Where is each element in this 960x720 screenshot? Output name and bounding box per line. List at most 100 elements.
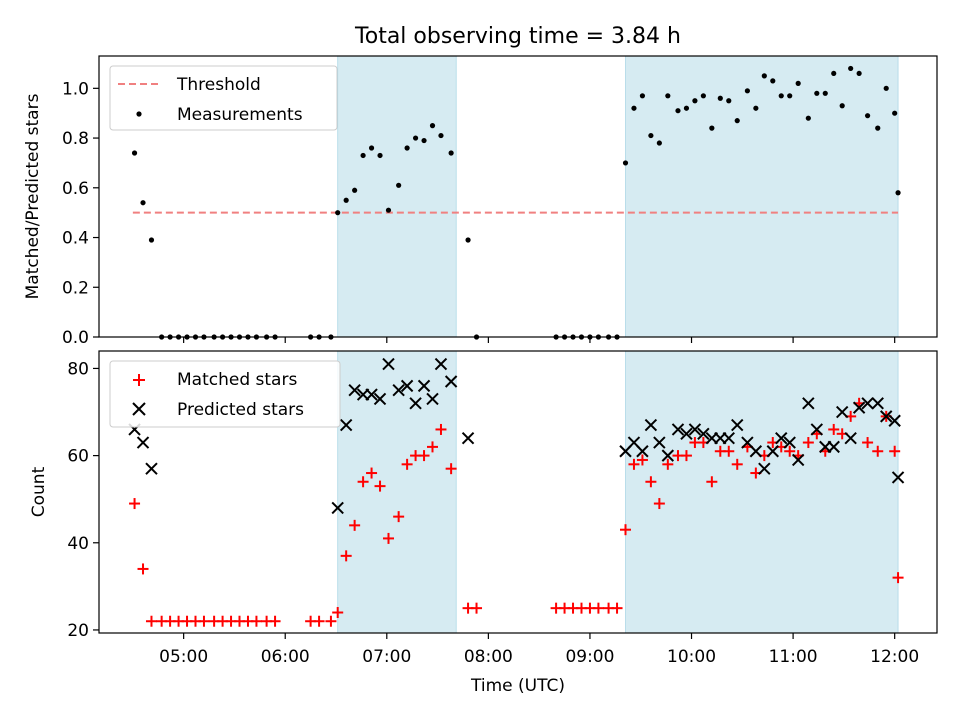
measurement-point — [883, 85, 889, 91]
measurement-point — [805, 115, 811, 121]
matched-stars-point — [401, 458, 413, 470]
measurement-point — [429, 123, 436, 129]
measurement-point — [352, 187, 358, 193]
matched-stars-point — [628, 458, 640, 470]
predicted-stars-point — [400, 379, 414, 393]
predicted-stars-point — [409, 397, 422, 410]
measurement-point — [839, 103, 845, 109]
bottom-legend-box — [109, 360, 341, 428]
matched-stars-point — [662, 458, 674, 470]
measurement-point — [131, 150, 138, 156]
legend-threshold-label: Threshold — [176, 75, 261, 95]
predicted-stars-point — [653, 436, 666, 449]
matched-stars-point — [332, 607, 344, 619]
y-tick-label: 20 — [67, 621, 89, 641]
matched-stars-point — [802, 437, 814, 449]
shaded-interval — [337, 55, 457, 338]
predicted-stars-point — [461, 431, 475, 445]
measurement-point — [675, 108, 681, 114]
measurement-point — [438, 132, 444, 139]
measurement-point — [700, 93, 706, 99]
measurement-point — [622, 160, 629, 166]
measurement-point — [726, 98, 732, 104]
predicted-stars-point — [731, 418, 744, 432]
measurement-point — [631, 105, 637, 111]
predicted-stars-point — [697, 427, 710, 441]
x-tick-label: 05:00 — [159, 647, 208, 667]
bottom-y-axis-label: Count — [29, 466, 49, 517]
measurement-point — [895, 190, 901, 196]
predicted-stars-point — [810, 423, 824, 436]
predicted-stars-point — [791, 453, 805, 467]
predicted-stars-point — [891, 471, 905, 484]
predicted-stars-point — [852, 401, 866, 414]
shaded-interval — [625, 55, 899, 338]
matched-stars-point — [645, 476, 657, 488]
predicted-stars-point — [145, 462, 158, 475]
predicted-stars-point — [766, 445, 779, 458]
predicted-stars-point — [758, 462, 771, 475]
matched-stars-point — [340, 550, 352, 562]
measurement-point — [360, 152, 366, 159]
top-plot-frame — [98, 55, 938, 338]
measurement-point — [864, 113, 871, 119]
measurement-point — [656, 140, 662, 146]
top-legend: Threshold Measurements — [109, 65, 338, 131]
measurement-point — [412, 135, 419, 141]
matched-stars-point — [592, 602, 604, 614]
top-axis: 0.0 0.2 0.4 0.6 0.8 1.0 — [62, 79, 896, 348]
measurement-point — [343, 197, 349, 203]
top-marks — [131, 65, 901, 340]
matched-stars-point — [435, 423, 447, 435]
matched-stars-point — [198, 615, 210, 627]
measurement-point — [848, 65, 854, 72]
y-tick-label: 0.0 — [62, 328, 89, 348]
predicted-stars-point — [417, 379, 431, 393]
predicted-stars-point — [844, 431, 857, 445]
matched-stars-point — [393, 511, 405, 523]
measurement-point — [795, 80, 801, 86]
predicted-stars-point — [331, 501, 344, 515]
predicted-stars-point — [373, 392, 387, 406]
measurement-point — [335, 210, 341, 216]
matched-stars-point — [325, 615, 337, 627]
matched-stars-point — [636, 454, 648, 466]
measurement-point — [753, 105, 759, 111]
measurement-point — [683, 105, 690, 111]
matched-stars-point — [680, 450, 692, 462]
measurement-point — [148, 237, 155, 243]
bottom-axis: 20 40 60 80 05:00 06:00 07:00 08:00 09:00 10:00 11… — [67, 359, 919, 667]
predicted-stars-point — [783, 436, 796, 449]
measurement-point — [761, 73, 767, 79]
measurement-point — [465, 237, 471, 243]
predicted-stars-point — [392, 384, 405, 397]
measurement-point — [744, 88, 750, 94]
measurement-point — [814, 90, 820, 96]
matched-stars-point — [145, 615, 157, 627]
matched-stars-point — [357, 476, 369, 488]
matched-stars-point — [427, 441, 439, 453]
x-tick-label: 08:00 — [464, 647, 513, 667]
predicted-stars-point — [871, 397, 884, 410]
measurement-point — [639, 93, 646, 99]
measurement-point — [648, 132, 654, 139]
measurement-point — [892, 110, 898, 116]
predicted-stars-point — [688, 423, 702, 436]
measurement-point — [385, 207, 392, 213]
measurement-point — [778, 93, 784, 99]
y-tick-label: 0.8 — [62, 129, 89, 149]
matched-stars-point — [129, 498, 141, 510]
top-panel-title: Total observing time = 3.84 h — [354, 24, 681, 49]
matched-stars-point — [313, 615, 325, 627]
shaded-interval — [625, 350, 899, 634]
measurement-point — [421, 137, 427, 144]
matched-stars-point — [418, 450, 430, 462]
y-tick-label: 0.6 — [62, 179, 89, 199]
matched-stars-point — [862, 437, 874, 449]
predicted-stars-point — [888, 414, 901, 427]
predicted-stars-point — [835, 405, 849, 419]
y-tick-label: 1.0 — [62, 79, 89, 99]
predicted-stars-point — [671, 423, 685, 436]
legend-predicted-swatch — [132, 402, 146, 416]
matched-stars-point — [349, 519, 361, 531]
